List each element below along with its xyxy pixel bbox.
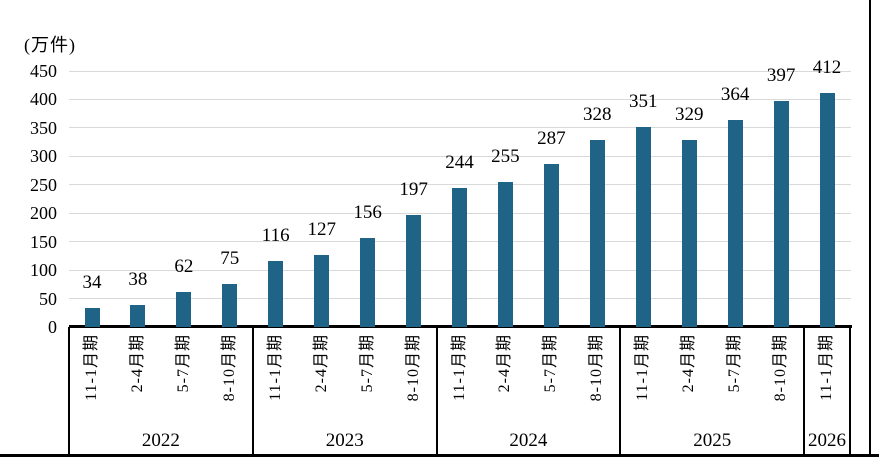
gridline: [69, 98, 851, 100]
period-label: 8-10月期: [220, 334, 238, 402]
year-label: 2024: [509, 430, 548, 451]
y-tick-label: 400: [30, 89, 57, 110]
bar-value-label: 364: [720, 83, 750, 105]
bar: [773, 101, 789, 327]
bar: [543, 163, 559, 327]
bar-value-label: 156: [353, 202, 382, 224]
period-label: 2-4月期: [128, 334, 146, 393]
bar: [819, 92, 835, 327]
year-label: 2023: [325, 430, 364, 451]
outer-bottom-border: [0, 454, 879, 457]
period-label: 5-7月期: [542, 334, 560, 393]
bar: [727, 119, 743, 327]
bar-value-label: 287: [537, 127, 566, 149]
year-group-border: [849, 327, 851, 455]
bar: [222, 284, 238, 327]
period-label: 11-1月期: [450, 334, 468, 401]
period-label: 5-7月期: [726, 334, 744, 393]
period-label: 11-1月期: [818, 334, 835, 401]
bar: [635, 127, 651, 327]
period-label: 5-7月期: [174, 334, 192, 393]
bar-value-label: 38: [128, 269, 148, 291]
bar: [406, 214, 422, 327]
period-label: 11-1月期: [266, 334, 284, 401]
bar: [176, 291, 192, 327]
y-tick-label: 450: [30, 61, 57, 81]
y-tick-label: 0: [48, 317, 57, 337]
bar-value-label: 412: [812, 56, 842, 78]
outer-right-border: [869, 0, 871, 457]
year-label: 2025: [693, 430, 732, 451]
period-label: 11-1月期: [634, 334, 652, 401]
bar: [360, 238, 376, 327]
bar: [314, 254, 330, 327]
bar-value-label: 34: [82, 271, 102, 293]
year-label: 2022: [141, 430, 180, 451]
bar-value-label: 351: [629, 91, 658, 113]
y-tick-label: 100: [30, 260, 57, 281]
period-label: 5-7月期: [358, 334, 376, 393]
bar: [589, 140, 605, 327]
gridline: [69, 155, 851, 157]
bar-value-label: 75: [220, 248, 240, 270]
bar: [497, 181, 513, 327]
bar-value-label: 255: [491, 145, 520, 167]
y-tick-label: 300: [30, 146, 57, 167]
period-label: 2-4月期: [496, 334, 514, 393]
y-axis-unit-label: (万件): [24, 35, 76, 55]
bar: [130, 305, 146, 327]
year-group-border: [68, 327, 70, 455]
year-group-border: [435, 327, 438, 455]
period-label: 8-10月期: [404, 334, 422, 402]
period-label: 11-1月期: [83, 334, 100, 401]
year-group-border: [251, 327, 254, 455]
y-tick-label: 200: [30, 203, 57, 224]
period-label: 2-4月期: [312, 334, 330, 393]
bar: [268, 261, 284, 327]
bar: [84, 307, 100, 327]
period-label: 2-4月期: [680, 334, 698, 393]
y-tick-label: 350: [30, 117, 57, 138]
year-group-border: [619, 327, 622, 455]
y-tick-label: 50: [39, 288, 57, 309]
period-label: 8-10月期: [772, 334, 790, 402]
period-label: 8-10月期: [588, 334, 606, 402]
year-label: 2026: [808, 430, 847, 451]
gridline: [69, 127, 851, 129]
gridline: [69, 70, 851, 72]
y-tick-label: 250: [30, 174, 57, 195]
y-tick-label: 150: [30, 231, 57, 252]
year-group-border: [803, 327, 806, 455]
bar-value-label: 116: [261, 225, 290, 246]
bar-value-label: 329: [674, 103, 704, 125]
bar-value-label: 197: [399, 178, 428, 200]
bar-value-label: 328: [583, 104, 612, 126]
bar-value-label: 62: [174, 255, 194, 277]
bar-value-label: 397: [766, 65, 796, 87]
gridline: [69, 184, 851, 186]
bar-value-label: 127: [307, 218, 336, 240]
bar: [452, 188, 467, 327]
bar-value-label: 244: [445, 152, 474, 174]
bar: [681, 139, 697, 327]
